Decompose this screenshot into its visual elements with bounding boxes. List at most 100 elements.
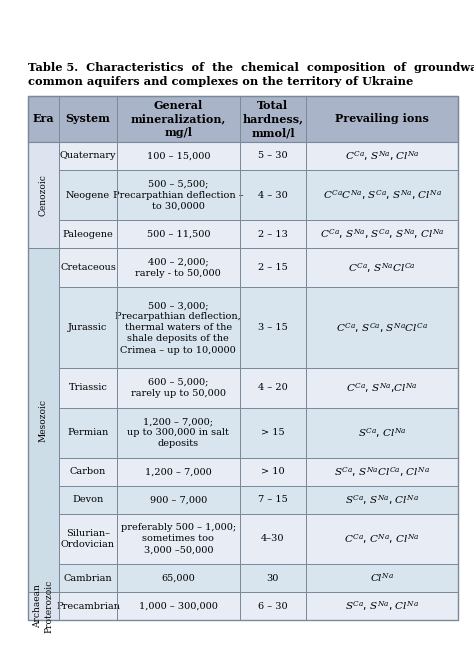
- Text: Total
hardness,
mmol/l: Total hardness, mmol/l: [242, 100, 303, 138]
- Bar: [117, 486, 239, 514]
- Bar: [306, 458, 458, 486]
- Bar: [239, 248, 306, 287]
- Text: Triassic: Triassic: [69, 383, 108, 393]
- Text: $C^{Ca}$$C^{Na}$, $S^{Ca}$, $S^{Na}$, $Cl^{Na}$: $C^{Ca}$$C^{Na}$, $S^{Ca}$, $S^{Na}$, $C…: [323, 188, 442, 202]
- Text: 500 – 11,500: 500 – 11,500: [146, 230, 210, 239]
- Bar: [239, 220, 306, 248]
- Text: 100 – 15,000: 100 – 15,000: [146, 151, 210, 161]
- Bar: [239, 287, 306, 369]
- Bar: [117, 407, 239, 458]
- Bar: [239, 170, 306, 220]
- Text: 1,200 – 7,000: 1,200 – 7,000: [145, 468, 212, 476]
- Text: Silurian–
Ordovician: Silurian– Ordovician: [61, 529, 115, 549]
- Text: Devon: Devon: [73, 495, 104, 505]
- Bar: [59, 486, 117, 514]
- Text: 500 – 3,000;
Precarpathian deflection,
thermal waters of the
shale deposits of t: 500 – 3,000; Precarpathian deflection, t…: [115, 302, 241, 354]
- Text: 1,000 – 300,000: 1,000 – 300,000: [139, 602, 218, 610]
- Text: $C^{Ca}$, $S^{Na}$, $S^{Ca}$, $S^{Na}$, $Cl^{Na}$: $C^{Ca}$, $S^{Na}$, $S^{Ca}$, $S^{Na}$, …: [320, 227, 445, 241]
- Text: 4 – 20: 4 – 20: [258, 383, 288, 393]
- Text: $C^{Ca}$, $S^{Na}$$Cl^{Ca}$: $C^{Ca}$, $S^{Na}$$Cl^{Ca}$: [348, 261, 416, 275]
- Bar: [306, 514, 458, 564]
- Bar: [59, 142, 117, 170]
- Text: > 15: > 15: [261, 428, 285, 438]
- Text: 4–30: 4–30: [261, 535, 284, 543]
- Text: Quaternary: Quaternary: [60, 151, 116, 161]
- Text: 600 – 5,000;
rarely up to 50,000: 600 – 5,000; rarely up to 50,000: [131, 378, 226, 398]
- Bar: [306, 220, 458, 248]
- Text: common aquifers and complexes on the territory of Ukraine: common aquifers and complexes on the ter…: [28, 76, 413, 87]
- Text: $C^{Ca}$, $S^{Na}$,$Cl^{Na}$: $C^{Ca}$, $S^{Na}$,$Cl^{Na}$: [346, 381, 418, 395]
- Bar: [59, 220, 117, 248]
- Text: 30: 30: [267, 574, 279, 583]
- Text: 2 – 15: 2 – 15: [258, 263, 288, 272]
- Bar: [117, 514, 239, 564]
- Text: Paleogene: Paleogene: [63, 230, 113, 239]
- Text: 7 – 15: 7 – 15: [258, 495, 288, 505]
- Text: System: System: [65, 113, 110, 125]
- Text: Cenozoic: Cenozoic: [39, 174, 48, 216]
- Text: General
mineralization,
mg/l: General mineralization, mg/l: [131, 100, 226, 138]
- Bar: [306, 564, 458, 592]
- Text: preferably 500 – 1,000;
sometimes too
3,000 –50,000: preferably 500 – 1,000; sometimes too 3,…: [121, 523, 236, 555]
- Bar: [306, 248, 458, 287]
- Text: Precambrian: Precambrian: [56, 602, 120, 610]
- Text: Archaean
Proterozoic: Archaean Proterozoic: [34, 580, 54, 632]
- Bar: [28, 142, 59, 248]
- Bar: [59, 248, 117, 287]
- Text: $C^{Ca}$, $S^{Na}$, $Cl^{Na}$: $C^{Ca}$, $S^{Na}$, $Cl^{Na}$: [345, 149, 419, 163]
- Text: > 10: > 10: [261, 468, 285, 476]
- Bar: [117, 369, 239, 407]
- Bar: [117, 564, 239, 592]
- Bar: [59, 514, 117, 564]
- Bar: [306, 170, 458, 220]
- Text: 500 – 5,500;
Precarpathian deflection –
to 30,0000: 500 – 5,500; Precarpathian deflection – …: [113, 180, 244, 210]
- Text: 3 – 15: 3 – 15: [258, 324, 288, 332]
- Text: $S^{Ca}$, $Cl^{Na}$: $S^{Ca}$, $Cl^{Na}$: [358, 426, 406, 440]
- Bar: [306, 142, 458, 170]
- Text: 4 – 30: 4 – 30: [258, 190, 288, 200]
- Bar: [306, 486, 458, 514]
- Bar: [59, 564, 117, 592]
- Text: $S^{Ca}$, $S^{Na}$, $Cl^{Na}$: $S^{Ca}$, $S^{Na}$, $Cl^{Na}$: [345, 493, 419, 507]
- Bar: [239, 564, 306, 592]
- Bar: [239, 369, 306, 407]
- Bar: [117, 458, 239, 486]
- Text: $S^{Ca}$, $S^{Na}$$Cl^{Ca}$, $Cl^{Na}$: $S^{Ca}$, $S^{Na}$$Cl^{Ca}$, $Cl^{Na}$: [334, 465, 430, 478]
- Text: Permian: Permian: [67, 428, 109, 438]
- Bar: [28, 96, 458, 620]
- Text: Cretaceous: Cretaceous: [60, 263, 116, 272]
- Bar: [239, 458, 306, 486]
- Bar: [306, 369, 458, 407]
- Text: 1,200 – 7,000;
up to 300,000 in salt
deposits: 1,200 – 7,000; up to 300,000 in salt dep…: [128, 417, 229, 448]
- Bar: [59, 407, 117, 458]
- Bar: [28, 592, 59, 620]
- Bar: [59, 369, 117, 407]
- Bar: [28, 248, 59, 592]
- Text: 5 – 30: 5 – 30: [258, 151, 288, 161]
- Bar: [306, 287, 458, 369]
- Bar: [59, 287, 117, 369]
- Text: 2 – 13: 2 – 13: [258, 230, 288, 239]
- Text: 900 – 7,000: 900 – 7,000: [150, 495, 207, 505]
- Bar: [239, 514, 306, 564]
- Bar: [59, 170, 117, 220]
- Text: 6 – 30: 6 – 30: [258, 602, 288, 610]
- Bar: [306, 407, 458, 458]
- Bar: [239, 486, 306, 514]
- Text: Era: Era: [33, 113, 55, 125]
- Text: $C^{Ca}$, $C^{Na}$, $Cl^{Na}$: $C^{Ca}$, $C^{Na}$, $Cl^{Na}$: [344, 532, 420, 546]
- Bar: [306, 592, 458, 620]
- Bar: [117, 287, 239, 369]
- Bar: [239, 592, 306, 620]
- Text: 400 – 2,000;
rarely - to 50,000: 400 – 2,000; rarely - to 50,000: [136, 258, 221, 278]
- Text: Prevailing ions: Prevailing ions: [335, 113, 429, 125]
- Text: Mesozoic: Mesozoic: [39, 399, 48, 442]
- Bar: [117, 220, 239, 248]
- Bar: [117, 248, 239, 287]
- Text: Table 5.  Characteristics  of  the  chemical  composition  of  groundwater  most: Table 5. Characteristics of the chemical…: [28, 62, 474, 73]
- Text: $S^{Ca}$, $S^{Na}$, $Cl^{Na}$: $S^{Ca}$, $S^{Na}$, $Cl^{Na}$: [345, 599, 419, 613]
- Bar: [239, 142, 306, 170]
- Text: $C^{Ca}$, $S^{Ca}$, $S^{Na}$$Cl^{Ca}$: $C^{Ca}$, $S^{Ca}$, $S^{Na}$$Cl^{Ca}$: [336, 321, 428, 335]
- Bar: [117, 170, 239, 220]
- Text: Cambrian: Cambrian: [64, 574, 112, 583]
